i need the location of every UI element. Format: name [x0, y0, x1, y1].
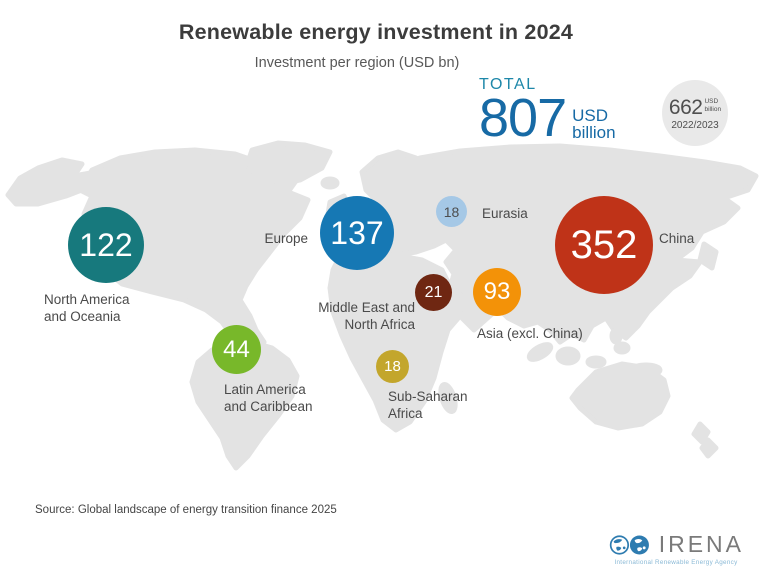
- total-value: 807: [479, 88, 567, 148]
- previous-total-unit: USD billion: [704, 98, 722, 113]
- previous-total-badge: 662 USD billion 2022/2023: [662, 80, 728, 146]
- bubble-middle-east-north-africa: 21: [415, 274, 452, 311]
- irena-tagline: International Renewable Energy Agency: [614, 559, 738, 566]
- previous-total-value: 662: [668, 95, 703, 119]
- source-note: Source: Global landscape of energy trans…: [35, 504, 337, 516]
- label-china: China: [659, 231, 695, 246]
- total-label: TOTAL: [479, 76, 537, 93]
- label-eurasia: Eurasia: [482, 206, 528, 221]
- bubble-value: 44: [223, 335, 250, 363]
- bubble-value: 18: [384, 358, 401, 375]
- bubble-value: 352: [570, 222, 638, 267]
- bubble-value: 21: [424, 283, 443, 301]
- bubble-value: 18: [443, 203, 460, 220]
- bubble-value: 93: [483, 278, 511, 305]
- total-investment-block: TOTAL 807 USD billion: [479, 76, 616, 148]
- bubble-latin-america-caribbean: 44: [212, 325, 261, 374]
- label-asia-excl-china: Asia (excl. China): [477, 326, 583, 341]
- bubble-eurasia: 18: [436, 196, 467, 227]
- label-sub-saharan-africa: Sub-Saharan Africa: [388, 389, 468, 421]
- irena-wordmark: IRENA: [658, 531, 744, 557]
- bubble-value: 122: [79, 226, 133, 263]
- label-europe: Europe: [264, 231, 308, 246]
- irena-globes-icon: [609, 534, 649, 555]
- bubble-china: 352: [555, 196, 653, 294]
- irena-logo: IRENA International Renewable Energy Age…: [608, 531, 744, 566]
- bubble-value: 137: [330, 214, 384, 251]
- bubble-north-america-oceania: 122: [68, 207, 144, 283]
- chart-subtitle: Investment per region (USD bn): [254, 55, 460, 71]
- label-latin-america-caribbean: Latin America and Caribbean: [224, 382, 313, 414]
- bubble-sub-saharan-africa: 18: [376, 350, 409, 383]
- page-title: Renewable energy investment in 2024: [178, 20, 574, 44]
- previous-total-period: 2022/2023: [671, 119, 719, 131]
- bubble-asia-excl-china: 93: [473, 268, 521, 316]
- total-unit: USD billion: [572, 105, 616, 142]
- bubble-europe: 137: [320, 196, 394, 270]
- label-north-america-oceania: North America and Oceania: [44, 292, 130, 324]
- label-middle-east-north-africa: Middle East and North Africa: [318, 300, 415, 332]
